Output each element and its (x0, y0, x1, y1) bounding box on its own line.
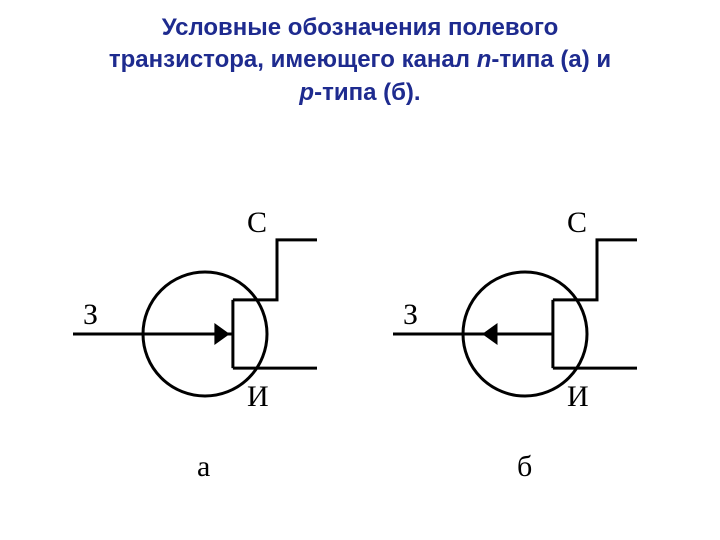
title-p: p (299, 79, 314, 106)
svg-text:И: И (247, 380, 269, 413)
transistor-diagram: З С Иа З С Иб (0, 109, 720, 529)
svg-text:С: С (567, 206, 587, 239)
title-line: -типа (а) и (491, 46, 611, 73)
diagram-area: З С Иа З С Иб (0, 109, 720, 529)
svg-text:а: а (197, 450, 210, 483)
svg-text:З: З (403, 298, 418, 331)
page-title: Условные обозначения полевого транзистор… (0, 0, 720, 109)
svg-text:З: З (83, 298, 98, 331)
title-line: Условные обозначения полевого (162, 14, 559, 41)
svg-text:И: И (567, 380, 589, 413)
title-line: -типа (б). (314, 79, 421, 106)
svg-text:б: б (517, 450, 532, 483)
svg-text:С: С (247, 206, 267, 239)
title-line: транзистора, имеющего канал (109, 46, 477, 73)
title-n: n (477, 46, 492, 73)
